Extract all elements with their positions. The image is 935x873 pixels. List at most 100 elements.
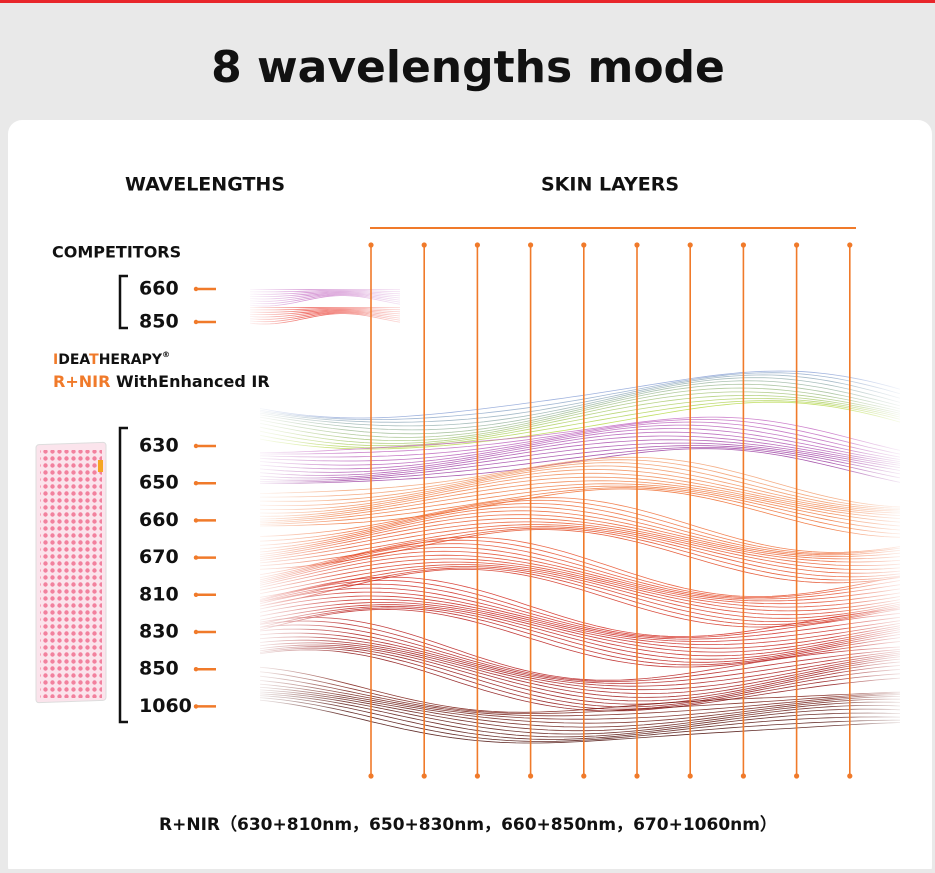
wave-line: [259, 380, 901, 431]
skin-layer-dot: [368, 242, 374, 248]
wave-line: [259, 547, 901, 602]
skin-layer-dot: [687, 773, 693, 779]
bracket: [118, 274, 128, 330]
wave-line: [259, 689, 901, 732]
wave-line: [259, 387, 901, 438]
wave-line: [259, 583, 901, 640]
wave-line: [259, 428, 901, 466]
wave-line: [259, 591, 901, 645]
wave-line: [259, 524, 901, 574]
page-title: 8 wavelengths mode: [211, 42, 725, 93]
wave-line: [249, 310, 401, 318]
wave-line: [259, 699, 901, 744]
wave-line: [259, 377, 901, 427]
wave-line: [259, 693, 901, 738]
brand-segment: DEA: [58, 352, 90, 368]
footnote: R+NIR（630+810nm，650+830nm，660+850nm，670+…: [159, 814, 777, 835]
wave-line: [249, 292, 401, 300]
wavelength-label: 660: [139, 509, 179, 531]
wavelength-marker-dot: [193, 286, 199, 292]
wave-line: [259, 435, 901, 473]
wave-line: [260, 416, 901, 453]
wave-line: [259, 447, 901, 483]
wavelength-marker-dot: [193, 443, 199, 449]
wavelength-marker-dot: [193, 592, 199, 597]
wave-line: [259, 374, 901, 423]
wave-line: [259, 398, 901, 447]
wave-line: [259, 580, 901, 639]
brand-segment: HERAPY: [99, 352, 163, 368]
wave-line: [259, 485, 901, 531]
wave-line: [259, 568, 901, 628]
wave-line: [259, 383, 901, 435]
wave-line: [259, 480, 901, 523]
wavelength-label: 660: [139, 278, 179, 300]
wave-line: [259, 647, 901, 710]
wave-line: [259, 620, 901, 682]
wave-line: [249, 308, 401, 313]
skin-layer-dot: [474, 242, 480, 248]
wavelength-label: 830: [139, 621, 179, 643]
wave-line: [259, 448, 901, 484]
wave-line: [259, 400, 901, 448]
brand-segment: ®: [162, 350, 170, 359]
skin-layer-dot: [581, 242, 587, 248]
wave-line: [259, 514, 901, 563]
skin-layer-dot: [474, 773, 480, 779]
wave-line: [259, 576, 901, 637]
wave-line: [260, 459, 901, 509]
wave-line: [259, 445, 901, 481]
section-header: WAVELENGTHS: [125, 174, 285, 196]
wave-line: [259, 646, 901, 708]
wave-line: [259, 487, 901, 535]
wave-line: [259, 456, 901, 508]
wave-line: [259, 607, 901, 666]
wave-line: [259, 550, 901, 605]
wave-line: [259, 566, 901, 622]
wavelength-label: 850: [139, 311, 179, 333]
wave-line: [259, 526, 901, 578]
wave-line: [259, 595, 901, 649]
wave-line: [259, 632, 901, 691]
wavelength-marker-dot: [193, 319, 199, 325]
skin-layer-dot: [740, 242, 747, 248]
wave-line: [249, 313, 401, 325]
wave-line: [259, 370, 901, 419]
wave-line: [259, 642, 901, 702]
competitor-list: 660 850: [139, 278, 216, 333]
wave-line: [259, 608, 901, 668]
wave-line: [259, 536, 901, 598]
wavelength-label: 630: [139, 435, 179, 457]
wave-line: [259, 602, 901, 657]
wave-line: [259, 605, 901, 663]
wavelength-label: 670: [139, 546, 179, 568]
card: [8, 120, 932, 873]
wave-line: [259, 558, 901, 612]
wavelength-marker-dot: [193, 704, 199, 709]
tagline-accent: R+NIR: [53, 372, 110, 391]
skin-layer-dot: [368, 773, 374, 779]
wavelength-marker-dot: [193, 667, 199, 672]
wave-line: [249, 295, 401, 307]
wave-line: [259, 680, 900, 720]
wave-line: [259, 564, 901, 619]
wave-line: [259, 439, 901, 476]
skin-layer-dot: [634, 773, 640, 779]
wave-line: [259, 510, 901, 560]
wave-line: [259, 587, 901, 642]
wave-line: [259, 506, 901, 557]
wave-line: [259, 604, 901, 660]
wave-line: [259, 424, 901, 462]
wave-line: [259, 521, 901, 570]
wave-line: [249, 291, 401, 297]
wave-line: [249, 309, 401, 315]
wave-line: [259, 394, 901, 444]
wave-line: [259, 671, 901, 715]
wave-line: [259, 543, 901, 600]
wave-line: [259, 421, 901, 458]
brand-segment: I: [53, 352, 58, 368]
wave-line: [259, 488, 901, 538]
wave-line: [260, 476, 901, 519]
wave-line: [259, 695, 901, 740]
